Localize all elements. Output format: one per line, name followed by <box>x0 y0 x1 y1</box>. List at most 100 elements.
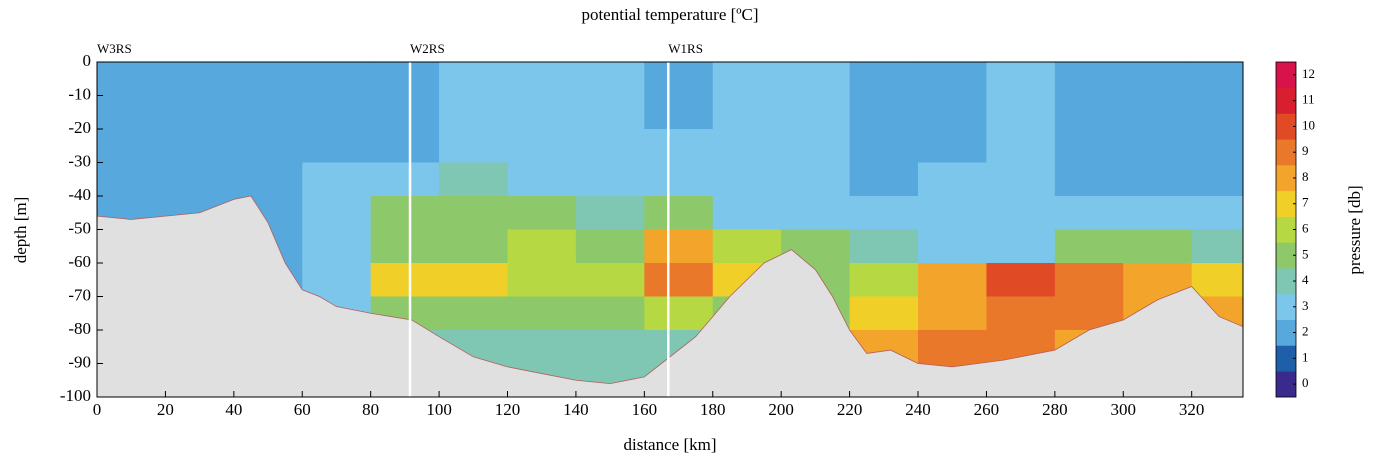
field-cell <box>165 129 235 163</box>
field-cell <box>302 263 372 297</box>
field-cell <box>644 296 714 331</box>
field-cell <box>302 162 372 197</box>
field-cell <box>575 62 645 96</box>
field-cell <box>302 129 372 163</box>
x-tick-label: 240 <box>905 400 931 419</box>
field-cell <box>302 95 372 130</box>
station-label: W2RS <box>410 41 445 56</box>
field-cell <box>302 62 372 96</box>
colorbar-tick-label: 7 <box>1302 195 1309 210</box>
field-cell <box>165 162 235 197</box>
field-cell <box>575 296 645 331</box>
colorbar-band <box>1276 165 1296 192</box>
field-cell <box>986 263 1056 297</box>
station-label: W3RS <box>97 41 132 56</box>
field-cell <box>233 162 303 197</box>
x-tick-label: 0 <box>93 400 102 419</box>
field-cell <box>370 196 440 230</box>
field-cell <box>507 95 577 130</box>
field-cell <box>1191 196 1244 230</box>
colorbar-tick-label: 3 <box>1302 298 1309 313</box>
x-tick-label: 60 <box>294 400 311 419</box>
field-cell <box>1123 196 1193 230</box>
field-cell <box>712 229 782 264</box>
field-cell <box>1123 162 1193 197</box>
colorbar-tick-label: 12 <box>1302 66 1315 81</box>
field-cell <box>1054 129 1124 163</box>
x-tick-label: 20 <box>157 400 174 419</box>
field-cell <box>986 62 1056 96</box>
field-cell <box>575 129 645 163</box>
x-tick-label: 100 <box>426 400 452 419</box>
field-cell <box>1123 95 1193 130</box>
field-cell <box>439 296 509 331</box>
colorbar-tick-label: 4 <box>1302 272 1309 287</box>
y-tick-label: -100 <box>60 386 91 405</box>
field-cell <box>302 229 372 264</box>
field-cell <box>781 162 851 197</box>
field-cell <box>439 129 509 163</box>
x-tick-label: 160 <box>632 400 658 419</box>
colorbar-tick-label: 10 <box>1302 117 1315 132</box>
field-cell <box>507 196 577 230</box>
colorbar-label: pressure [db] <box>1345 185 1364 274</box>
y-tick-label: -50 <box>68 218 91 237</box>
field-cell <box>439 229 509 264</box>
colorbar-tick-label: 6 <box>1302 220 1309 235</box>
x-tick-label: 200 <box>768 400 794 419</box>
field-cell <box>233 95 303 130</box>
field-cell <box>370 95 440 130</box>
field-cell <box>507 162 577 197</box>
field-cell <box>918 296 987 331</box>
y-tick-label: -20 <box>68 118 91 137</box>
field-cell <box>575 263 645 297</box>
colorbar-tick-label: 9 <box>1302 143 1309 158</box>
field-cell <box>849 162 919 197</box>
field-cell <box>507 129 577 163</box>
x-tick-label: 260 <box>974 400 1000 419</box>
field-cell <box>849 296 919 331</box>
field-cell <box>918 330 987 364</box>
field-cell <box>712 95 782 130</box>
x-tick-label: 220 <box>837 400 863 419</box>
field-cell <box>781 95 851 130</box>
field-cell <box>918 263 987 297</box>
colorbar-band <box>1276 216 1296 243</box>
field-cell <box>370 263 440 297</box>
field-cell <box>165 62 235 96</box>
field-cell <box>439 263 509 297</box>
field-cell <box>849 196 919 230</box>
field-cell <box>849 263 919 297</box>
x-tick-label: 80 <box>362 400 379 419</box>
field-cell <box>1191 62 1244 96</box>
y-tick-label: -30 <box>68 151 91 170</box>
field-cell <box>1054 229 1124 264</box>
field-cell <box>370 162 440 197</box>
colorbar-tick-label: 0 <box>1302 375 1309 390</box>
y-tick-label: -40 <box>68 185 91 204</box>
field-cell <box>370 62 440 96</box>
field-cell <box>986 95 1056 130</box>
station-label: W1RS <box>668 41 703 56</box>
field-cell <box>1191 229 1244 264</box>
x-tick-label: 180 <box>700 400 726 419</box>
field-cell <box>233 62 303 96</box>
x-tick-label: 280 <box>1042 400 1068 419</box>
field-cell <box>644 162 714 197</box>
field-cell <box>1191 129 1244 163</box>
field-cell <box>233 129 303 163</box>
field-cell <box>849 229 919 264</box>
x-tick-label: 300 <box>1111 400 1137 419</box>
field-cell <box>507 296 577 331</box>
colorbar-band <box>1276 87 1296 114</box>
colorbar-band <box>1276 371 1296 398</box>
field-cell <box>918 129 987 163</box>
field-cell <box>849 95 919 130</box>
field-cell <box>507 62 577 96</box>
x-tick-label: 140 <box>563 400 589 419</box>
field-cell <box>712 129 782 163</box>
field-cell <box>507 263 577 297</box>
field-cell <box>849 129 919 163</box>
field-cell <box>1054 95 1124 130</box>
field-cell <box>781 62 851 96</box>
